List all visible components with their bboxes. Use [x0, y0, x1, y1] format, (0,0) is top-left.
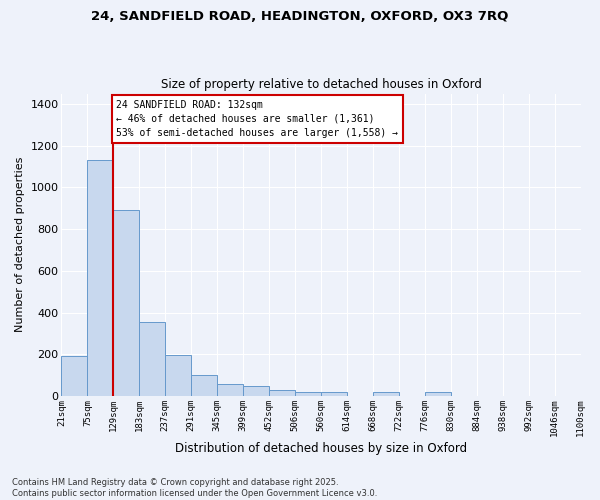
Bar: [61, 356, 88, 396]
Text: Contains HM Land Registry data © Crown copyright and database right 2025.
Contai: Contains HM Land Registry data © Crown c…: [12, 478, 377, 498]
Bar: [139, 322, 165, 396]
Bar: [321, 392, 347, 396]
Text: 24 SANDFIELD ROAD: 132sqm
← 46% of detached houses are smaller (1,361)
53% of se: 24 SANDFIELD ROAD: 132sqm ← 46% of detac…: [116, 100, 398, 138]
Bar: [373, 392, 399, 396]
Bar: [113, 210, 139, 396]
Text: 24, SANDFIELD ROAD, HEADINGTON, OXFORD, OX3 7RQ: 24, SANDFIELD ROAD, HEADINGTON, OXFORD, …: [91, 10, 509, 23]
Bar: [425, 392, 451, 396]
Bar: [191, 375, 217, 396]
Bar: [269, 390, 295, 396]
Bar: [243, 386, 269, 396]
Bar: [88, 160, 113, 396]
Y-axis label: Number of detached properties: Number of detached properties: [15, 157, 25, 332]
Bar: [295, 392, 321, 396]
Title: Size of property relative to detached houses in Oxford: Size of property relative to detached ho…: [161, 78, 481, 91]
Bar: [217, 384, 243, 396]
X-axis label: Distribution of detached houses by size in Oxford: Distribution of detached houses by size …: [175, 442, 467, 455]
Bar: [165, 356, 191, 396]
